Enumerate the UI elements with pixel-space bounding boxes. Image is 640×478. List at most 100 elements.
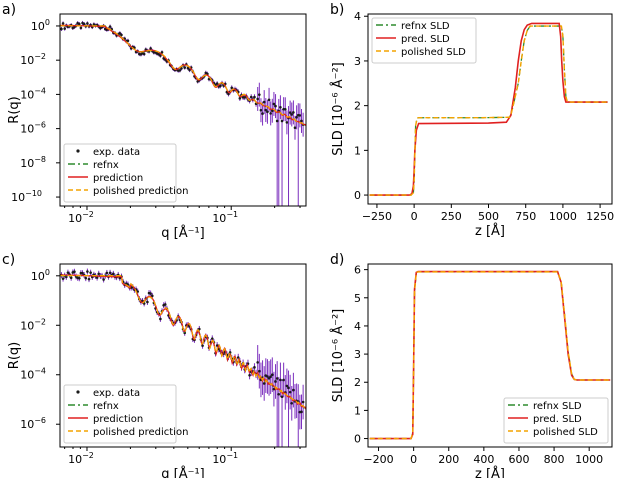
legend-entry: polished SLD [533, 427, 598, 438]
data-point [272, 102, 276, 106]
y-tick-label: 2 [354, 100, 361, 113]
data-point [300, 119, 303, 123]
data-point [274, 380, 277, 383]
x-tick-label: 400 [473, 453, 494, 466]
data-point [275, 119, 279, 123]
data-point [126, 39, 130, 43]
data-point [264, 108, 268, 112]
data-point [66, 271, 70, 274]
polished-prediction-curve [60, 274, 306, 409]
x-tick-label: 200 [438, 453, 459, 466]
data-point [73, 270, 76, 274]
y-tick-label: 10−8 [20, 155, 46, 170]
data-point [160, 51, 164, 54]
data-point [287, 386, 290, 390]
y-tick-label: 10−10 [11, 189, 42, 204]
y-tick-label: 10−6 [20, 121, 46, 136]
x-axis: −200 0 200 400 600 800 1000 z [Å] [363, 447, 603, 478]
axes-frame [59, 263, 307, 448]
y-tick-label: 5 [354, 292, 361, 305]
data-point [253, 366, 256, 369]
y-tick-label: 3 [354, 348, 361, 361]
x-tick-label: 10−2 [68, 210, 94, 225]
plot-area [60, 268, 306, 447]
y-tick-label: 2 [354, 376, 361, 389]
legend: refnx SLD pred. SLD polished SLD [371, 17, 477, 64]
y-tick-label: 4 [354, 320, 361, 333]
data-point [266, 375, 269, 378]
y-tick-label: 1 [354, 144, 361, 157]
data-point [210, 337, 214, 340]
x-tick-label: 0 [411, 210, 418, 223]
data-point [279, 105, 282, 109]
legend-entry: pred. SLD [533, 414, 582, 425]
y-tick-label: 0 [354, 433, 361, 446]
y-axis-label: R(q) [7, 342, 22, 369]
legend-entry: polished prediction [93, 427, 188, 438]
data-point [81, 271, 84, 275]
legend-box [63, 384, 177, 444]
data-point [282, 378, 285, 382]
data-point [215, 82, 219, 85]
legend-entry: polished prediction [93, 186, 188, 197]
data-point [288, 390, 292, 394]
data-point [253, 95, 256, 99]
data-point [248, 373, 251, 377]
data-point [267, 377, 271, 380]
panel-c: c) 10−2 10−1 q [Å⁻¹] 100 10−2 10−4 10−6 R(q) exp.… [2, 252, 307, 478]
y-tick-label: 3 [354, 55, 361, 68]
x-tick-label: 10−2 [68, 451, 94, 466]
y-axis-label: R(q) [7, 96, 22, 123]
legend-marker [76, 390, 80, 394]
x-tick-label: −250 [362, 210, 392, 223]
data-point [149, 292, 152, 295]
y-tick-label: 10−4 [20, 86, 46, 101]
data-point [256, 361, 260, 364]
data-point [186, 66, 190, 70]
y-tick-label: 10−4 [20, 367, 46, 382]
data-point [292, 111, 295, 114]
data-point [227, 92, 230, 96]
data-point [267, 98, 271, 102]
panel-letter: a) [2, 2, 16, 18]
x-axis: 10−2 10−1 q [Å⁻¹] [64, 447, 301, 478]
data-point [87, 277, 91, 281]
x-tick-label: 1250 [586, 210, 614, 223]
legend-entry: pred. SLD [401, 34, 450, 45]
x-tick-label: 0 [410, 453, 417, 466]
data-point [146, 300, 149, 304]
y-axis-label: SLD [10⁻⁶ Å⁻²] [330, 62, 346, 156]
legend-marker [76, 149, 80, 153]
data-point [86, 270, 89, 273]
x-tick-label: 250 [441, 210, 462, 223]
y-tick-label: 100 [31, 18, 50, 33]
x-axis-label: q [Å⁻¹] [161, 225, 205, 241]
data-point [112, 272, 115, 276]
y-tick-label: 100 [31, 268, 50, 283]
data-point [79, 26, 83, 30]
y-tick-label: 10−6 [20, 416, 46, 431]
y-axis: 100 10−2 10−4 10−6 R(q) [7, 268, 60, 431]
data-point [301, 400, 305, 404]
data-point [258, 93, 261, 96]
data-point [293, 126, 297, 130]
x-tick-label: −200 [363, 453, 393, 466]
data-point [285, 384, 289, 388]
y-tick-label: 4 [354, 10, 361, 23]
data-point [280, 395, 284, 398]
data-point [97, 272, 101, 276]
sld-line [369, 271, 611, 440]
data-point [262, 100, 266, 104]
data-point [108, 25, 112, 28]
y-axis: 0 1 2 3 4 SLD [10⁻⁶ Å⁻²] [330, 10, 368, 202]
data-point [149, 47, 152, 50]
data-point [238, 97, 242, 100]
legend-entry: refnx SLD [401, 21, 450, 32]
data-point [105, 271, 109, 275]
legend-entry: polished SLD [401, 47, 466, 58]
polished-prediction-curve [60, 25, 306, 126]
data-point [262, 382, 266, 385]
y-axis: 0 1 2 3 4 5 6 SLD [10⁻⁶ Å⁻²] [330, 264, 368, 446]
